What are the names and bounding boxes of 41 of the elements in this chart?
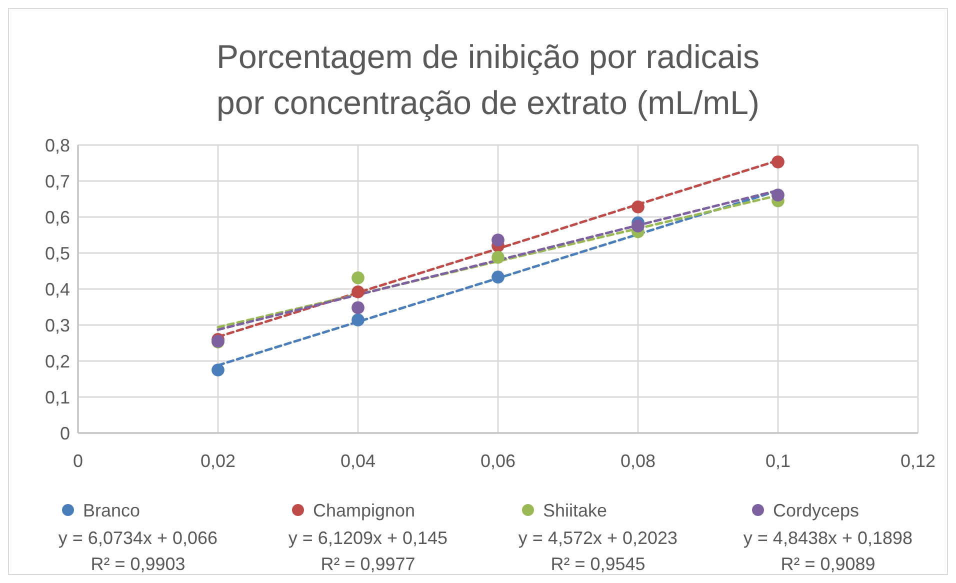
point	[772, 188, 784, 202]
x-tick-label: 0	[72, 451, 84, 471]
point	[352, 301, 364, 314]
y-tick-label: 0,6	[44, 207, 70, 228]
y-tick-label: 0,2	[44, 351, 70, 372]
legend-label: Cordyceps	[773, 500, 860, 520]
legend-label: Branco	[83, 500, 140, 520]
y-tick-label: 0	[60, 423, 70, 444]
chart-title: Porcentagem de inibição por radicais por concentração de extrato (mL/mL)	[216, 38, 760, 121]
point	[492, 270, 504, 284]
point	[352, 285, 364, 298]
x-tick-label: 0,06	[480, 451, 516, 471]
text: y = 6,0734x + 0,066	[58, 528, 218, 548]
text: R² = 0,9089	[780, 554, 876, 574]
point	[492, 250, 504, 264]
x-tick-label: 0,02	[200, 451, 236, 471]
y-tick-label: 0,3	[44, 315, 70, 336]
y-tick-label: 0,5	[44, 243, 70, 264]
y-tick-label: 0,8	[44, 135, 70, 156]
legend-label: Shiitake	[543, 500, 608, 520]
x-tick-label: 0,1	[765, 451, 791, 471]
point	[212, 364, 224, 376]
legend-label: Champignon	[313, 500, 416, 520]
point	[352, 271, 364, 284]
x-tick-label: 0,08	[620, 451, 656, 471]
text: y = 4,8438x + 0,1898	[743, 528, 913, 548]
y-tick-label: 0,7	[44, 171, 70, 192]
text: R² = 0,9545	[550, 554, 646, 574]
x-tick-label: 0,12	[900, 451, 936, 471]
text: y = 4,572x + 0,2023	[518, 528, 678, 548]
y-tick-label: 0,1	[44, 387, 70, 408]
text: y = 6,1209x + 0,145	[288, 528, 448, 548]
point	[492, 234, 504, 246]
point	[632, 200, 644, 214]
text: R² = 0,9977	[320, 554, 416, 574]
point	[632, 220, 644, 232]
text: R² = 0,9903	[90, 554, 186, 574]
point	[352, 314, 364, 326]
point	[772, 156, 784, 168]
y-tick-label: 0,4	[44, 279, 70, 300]
x-tick-label: 0,04	[340, 451, 376, 471]
